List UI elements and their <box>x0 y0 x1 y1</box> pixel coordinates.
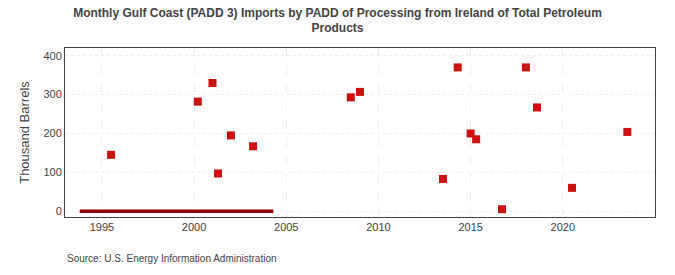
svg-text:2020: 2020 <box>551 221 575 233</box>
svg-text:2000: 2000 <box>182 221 206 233</box>
svg-text:Monthly Gulf Coast (PADD 3) Im: Monthly Gulf Coast (PADD 3) Imports by P… <box>73 6 602 36</box>
svg-text:400: 400 <box>43 50 61 62</box>
svg-text:200: 200 <box>43 127 61 139</box>
svg-text:Thousand Barrels: Thousand Barrels <box>17 81 32 184</box>
svg-text:2015: 2015 <box>458 221 482 233</box>
svg-text:2010: 2010 <box>366 221 390 233</box>
svg-text:300: 300 <box>43 88 61 100</box>
svg-text:2005: 2005 <box>274 221 298 233</box>
svg-text:100: 100 <box>43 166 61 178</box>
svg-text:Source: U.S. Energy Informatio: Source: U.S. Energy Information Administ… <box>67 253 277 264</box>
svg-text:1995: 1995 <box>90 221 114 233</box>
svg-text:0: 0 <box>56 205 62 217</box>
